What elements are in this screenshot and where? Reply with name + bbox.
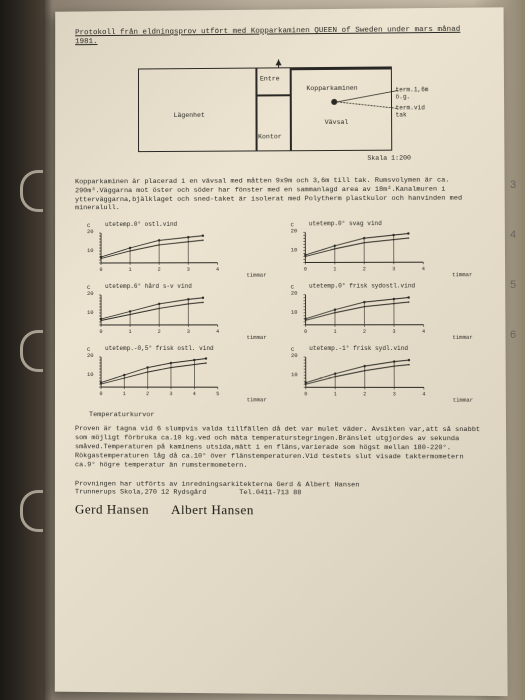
svg-text:4: 4 [216,267,219,273]
document-page: Protokoll från eldningsprov utfört med K… [55,7,508,696]
chart-title: utetemp.0° svag vind [309,220,382,227]
svg-text:3: 3 [187,267,190,273]
label-scale: Skala 1:200 [367,155,411,163]
svg-text:3: 3 [392,267,395,273]
svg-text:3: 3 [187,329,190,335]
results-para: Proven är tagna vid 6 slumpvis valda til… [75,426,486,472]
svg-text:0: 0 [304,392,307,398]
page-title: Protokoll från eldningsprov utfört med K… [75,26,483,48]
footer-tel: Tel.0411-713 88 [239,489,301,497]
binder-ring [20,330,43,372]
footer-line-2: Trunnerups Skola,270 12 Rydsgård [75,489,206,498]
label-entre: Entre [260,75,280,83]
binder-ring [20,490,43,532]
label-vavsal: Vävsal [325,119,349,127]
chart-title: utetemp.0° frisk sydostl.vind [309,283,415,290]
svg-text:3: 3 [392,329,395,335]
svg-text:0: 0 [303,267,306,273]
binder-ring [20,170,43,212]
footer-block: Provningen har utförts av inredningsarki… [75,480,486,499]
chart-3: utetemp.6° hård s-v vind01234C2010timmar [85,285,269,343]
svg-text:2: 2 [158,267,161,273]
chart-title: utetemp.-0,5° frisk ostl. vind [105,345,214,352]
sig-gerd: Gerd Hansen [75,502,149,517]
chart-title: utetemp.0° ostl.vind [105,221,177,228]
signatures: Gerd Hansen Albert Hansen [75,502,486,520]
svg-text:1: 1 [129,329,132,335]
chart-6: utetemp.-1° frisk sydl.vind01234C2010tim… [289,347,475,406]
chart-1: utetemp.0° ostl.vind01234C2010timmar [85,223,268,282]
svg-text:4: 4 [193,391,196,397]
description-para: Kopparkaminen är placerad i en vävsal me… [75,176,484,213]
svg-text:4: 4 [422,329,425,335]
label-kontor: Kontor [258,133,282,141]
label-kamin: Kopparkaminen [306,85,357,93]
sig-albert: Albert Hansen [171,502,254,518]
tab-5: 5 [503,260,523,310]
chart-4: utetemp.0° frisk sydostl.vind01234C2010t… [289,285,475,344]
svg-text:1: 1 [333,267,336,273]
annot-temp-2: term.vid tak [396,104,425,119]
svg-text:5: 5 [216,392,219,398]
svg-text:2: 2 [158,329,161,335]
svg-text:2: 2 [363,392,366,398]
annot-temp-1: term.1,6m ö.g. [396,86,429,101]
svg-text:2: 2 [362,267,365,273]
chart-grid: utetemp.0° ostl.vind01234C2010timmar ute… [85,222,475,406]
side-index-tabs: 3 4 5 6 [503,160,523,360]
chart-2: utetemp.0° svag vind01234C2010timmar [289,222,475,281]
svg-text:3: 3 [169,391,172,397]
tab-4: 4 [503,210,523,260]
svg-text:1: 1 [123,391,126,397]
svg-text:4: 4 [421,267,424,273]
tab-3: 3 [503,160,523,210]
tempkurv-label: Temperaturkurvor [89,411,485,420]
svg-text:0: 0 [100,329,103,335]
svg-text:1: 1 [129,267,132,273]
svg-text:4: 4 [216,329,219,335]
floor-plan: Lägenhet Entre Kontor Vävsal Kopparkamin… [137,58,420,170]
svg-text:2: 2 [146,391,149,397]
svg-text:0: 0 [100,391,103,397]
tab-6: 6 [503,310,523,360]
svg-text:4: 4 [422,392,425,398]
chart-5: utetemp.-0,5° frisk ostl. vind012345C201… [85,347,269,405]
svg-text:2: 2 [362,329,365,335]
svg-text:1: 1 [333,392,336,398]
svg-text:0: 0 [100,267,103,273]
svg-text:3: 3 [392,392,395,398]
svg-text:1: 1 [333,329,336,335]
chart-title: utetemp.6° hård s-v vind [105,283,192,290]
label-lagenhet: Lägenhet [174,112,205,120]
chart-title: utetemp.-1° frisk sydl.vind [309,345,408,352]
photo-frame: 3 4 5 6 Protokoll från eldningsprov utfö… [0,0,525,700]
svg-text:0: 0 [304,329,307,335]
